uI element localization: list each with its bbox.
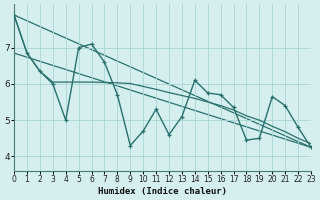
- X-axis label: Humidex (Indice chaleur): Humidex (Indice chaleur): [98, 187, 227, 196]
